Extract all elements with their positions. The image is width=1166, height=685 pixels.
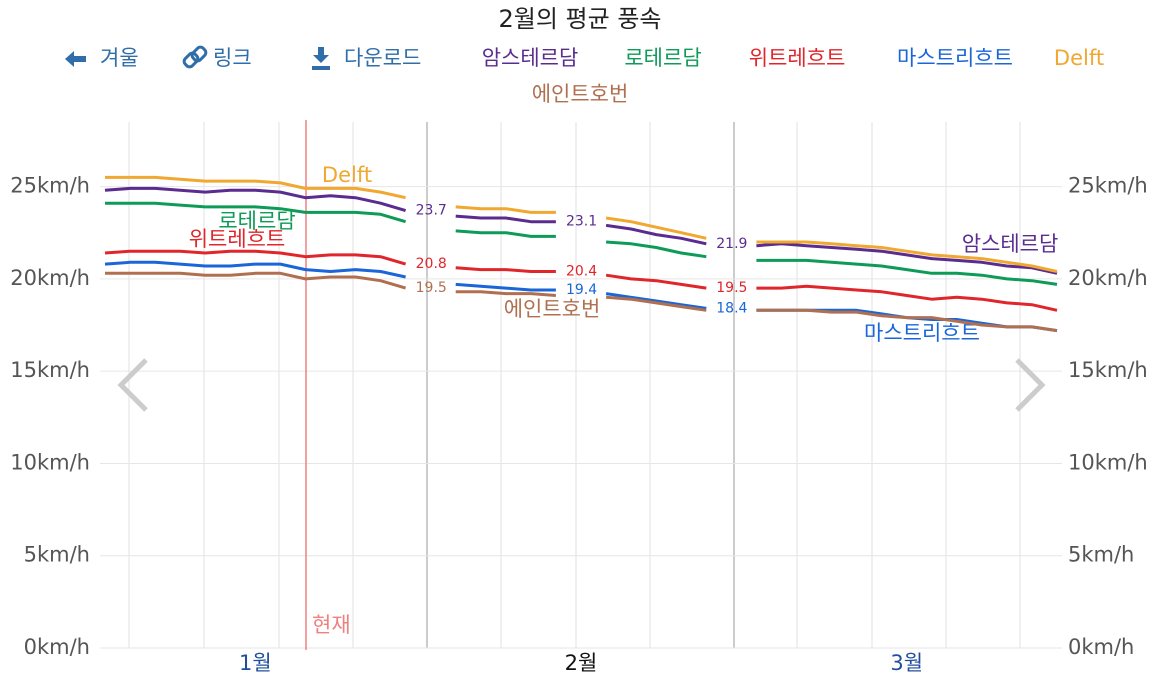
y-tick-label: 25km/h <box>10 174 90 198</box>
x-tick-label: 2월 <box>565 651 598 675</box>
series-label: 마스트리흐트 <box>864 321 980 345</box>
y-tick-label: 20km/h <box>10 266 90 290</box>
y-tick-label: 0km/h <box>24 635 90 659</box>
series-line <box>104 186 1058 275</box>
toolbar-button[interactable]: 겨울 <box>100 46 139 70</box>
value-label: 23.7 <box>416 203 447 219</box>
back-icon <box>65 51 86 67</box>
now-label: 현재 <box>312 613 351 637</box>
legend-entry[interactable]: 로테르담 <box>624 46 701 70</box>
prev-button[interactable] <box>117 358 148 412</box>
y2-tick-label: 15km/h <box>1068 358 1148 382</box>
link-icon <box>182 45 208 69</box>
grid <box>100 122 1062 649</box>
series-line <box>104 249 1058 312</box>
series-label: 위트레흐트 <box>189 227 286 251</box>
x-tick-label: 3월 <box>890 651 923 675</box>
y2-tick-label: 20km/h <box>1068 266 1148 290</box>
legend-entry[interactable]: 위트레흐트 <box>749 46 846 70</box>
value-label: 18.4 <box>716 300 747 316</box>
legend-entry[interactable]: Delft <box>1054 46 1104 70</box>
value-label: 21.9 <box>716 236 747 252</box>
series-line <box>105 175 1058 273</box>
y-tick-label: 5km/h <box>24 543 90 567</box>
series-line <box>105 201 1058 286</box>
chart-title: 2월의 평균 풍속 <box>498 5 661 33</box>
series-line <box>105 271 1058 333</box>
y-tick-label: 15km/h <box>10 358 90 382</box>
toolbar-button[interactable]: 링크 <box>213 46 252 70</box>
series-line <box>104 260 1058 333</box>
y-tick-label: 10km/h <box>10 450 90 474</box>
series-label: 로테르담 <box>218 209 295 233</box>
y2-tick-label: 10km/h <box>1068 450 1148 474</box>
value-label: 23.1 <box>566 214 597 230</box>
legend-entry[interactable]: 암스테르담 <box>482 46 579 70</box>
legend-entry[interactable]: 에인트호번 <box>532 82 629 106</box>
y2-tick-label: 0km/h <box>1068 635 1134 659</box>
series-label: 암스테르담 <box>962 232 1059 256</box>
value-label: 20.4 <box>566 263 597 279</box>
value-label: 19.5 <box>716 280 747 296</box>
x-tick-label: 1월 <box>239 651 272 675</box>
series-label: Delft <box>322 163 372 187</box>
series-label: 에인트호번 <box>504 297 601 321</box>
y2-tick-label: 5km/h <box>1068 543 1134 567</box>
next-button[interactable] <box>1015 358 1046 412</box>
value-label: 20.8 <box>416 256 447 272</box>
value-label: 19.5 <box>416 280 447 296</box>
y2-tick-label: 25km/h <box>1068 174 1148 198</box>
toolbar: 겨울 링크 다운로드 <box>65 45 421 70</box>
legend-entry[interactable]: 마스트리흐트 <box>897 46 1013 70</box>
value-label: 19.4 <box>566 282 597 298</box>
toolbar-button[interactable]: 다운로드 <box>344 46 421 70</box>
download-icon <box>312 47 330 70</box>
